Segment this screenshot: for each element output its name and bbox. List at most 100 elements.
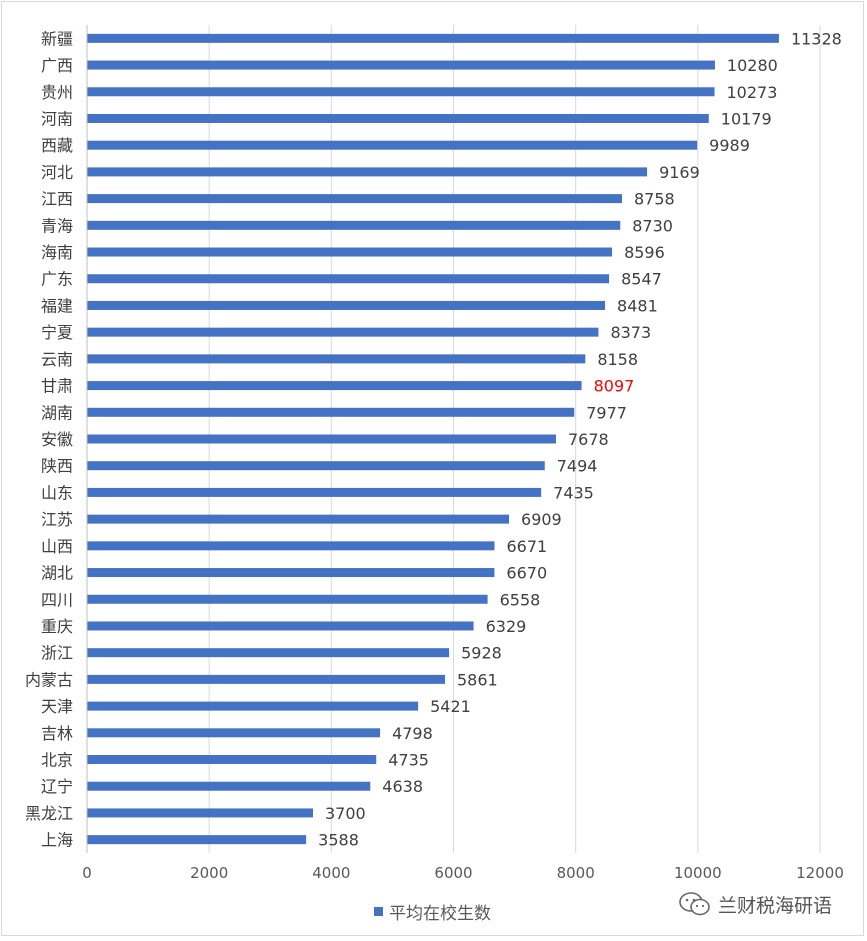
data-label: 3700 [325, 804, 366, 823]
legend-swatch [374, 906, 383, 916]
bar [87, 674, 446, 684]
data-label: 6671 [506, 537, 547, 556]
data-label: 6329 [486, 617, 527, 636]
y-category-label: 内蒙古 [25, 670, 73, 689]
y-category-label: 江苏 [41, 510, 73, 529]
bar [87, 354, 586, 364]
y-category-label: 安徽 [41, 430, 73, 449]
data-label: 4638 [382, 777, 423, 796]
x-tick-label: 8000 [557, 864, 595, 882]
y-category-label: 海南 [41, 243, 73, 262]
y-category-label: 浙江 [41, 644, 73, 663]
y-category-label: 山西 [41, 537, 73, 556]
y-category-label: 西藏 [41, 136, 73, 155]
y-category-label: 北京 [41, 751, 73, 770]
bar [87, 247, 613, 257]
bar [87, 87, 715, 97]
bar [87, 60, 715, 70]
data-label: 10179 [721, 109, 772, 128]
data-label: 8758 [634, 190, 675, 209]
bar [87, 594, 488, 604]
wechat-icon [679, 892, 710, 916]
bar [87, 327, 599, 337]
bar [87, 461, 545, 471]
bar [87, 300, 606, 310]
y-category-label: 辽宁 [41, 777, 73, 796]
bar [87, 487, 542, 497]
legend-label: 平均在校生数 [389, 903, 491, 924]
data-label: 8373 [610, 323, 651, 342]
data-label: 9169 [659, 163, 700, 182]
y-category-label: 青海 [41, 216, 73, 235]
data-label: 7678 [568, 430, 609, 449]
y-category-label: 宁夏 [41, 323, 73, 342]
data-label: 4735 [388, 751, 429, 770]
y-category-label: 山东 [41, 483, 73, 502]
data-label: 10280 [727, 56, 778, 75]
data-label: 8158 [597, 350, 638, 369]
y-category-label: 新疆 [41, 29, 73, 48]
data-label: 8097 [594, 377, 635, 396]
data-label: 8730 [632, 216, 673, 235]
bar [87, 808, 314, 818]
y-category-label: 天津 [41, 697, 73, 716]
data-label: 7494 [557, 457, 598, 476]
data-label: 8596 [624, 243, 665, 262]
bar [87, 541, 495, 551]
bar [87, 701, 419, 711]
data-label: 5928 [461, 644, 502, 663]
bar [87, 33, 779, 43]
y-category-label: 云南 [41, 350, 73, 369]
y-category-label: 河南 [41, 109, 73, 128]
data-label: 8547 [621, 270, 662, 289]
x-tick-label: 0 [82, 864, 92, 882]
data-label: 6909 [521, 510, 562, 529]
y-category-label: 河北 [41, 163, 73, 182]
y-category-label: 吉林 [41, 724, 73, 743]
y-category-label: 福建 [41, 296, 73, 315]
data-label: 10273 [727, 83, 778, 102]
data-label: 7977 [586, 403, 627, 422]
bar [87, 434, 556, 444]
y-category-label: 湖南 [41, 403, 73, 422]
data-label: 9989 [709, 136, 750, 155]
x-tick-label: 2000 [190, 864, 228, 882]
data-label: 7435 [553, 483, 594, 502]
watermark-text: 兰财税海研语 [718, 894, 833, 917]
data-label: 5861 [457, 670, 498, 689]
bar [87, 113, 709, 123]
y-category-label: 黑龙江 [25, 804, 73, 823]
data-label: 5421 [430, 697, 471, 716]
data-label: 11328 [791, 29, 842, 48]
bar [87, 220, 621, 230]
data-label: 6558 [500, 590, 541, 609]
y-category-label: 贵州 [41, 83, 73, 102]
bar [87, 140, 698, 150]
bar [87, 167, 648, 177]
bar [87, 274, 610, 284]
data-label: 6670 [506, 564, 547, 583]
bar [87, 514, 510, 524]
y-category-label: 甘肃 [41, 377, 73, 396]
x-tick-label: 4000 [312, 864, 350, 882]
x-tick-label: 12000 [796, 864, 844, 882]
y-category-label: 广西 [41, 56, 73, 75]
y-category-label: 湖北 [41, 564, 73, 583]
y-category-label: 陕西 [41, 457, 73, 476]
bar [87, 407, 575, 417]
bar [87, 781, 371, 791]
x-tick-label: 6000 [434, 864, 472, 882]
y-category-label: 江西 [41, 190, 73, 209]
watermark: 兰财税海研语 [678, 890, 832, 918]
bar [87, 835, 307, 845]
bar [87, 381, 582, 391]
data-label: 3588 [318, 831, 359, 850]
data-label: 4798 [392, 724, 433, 743]
y-category-label: 广东 [41, 270, 73, 289]
bar [87, 194, 622, 204]
bar [87, 621, 474, 631]
y-category-label: 四川 [41, 590, 73, 609]
bar [87, 728, 381, 738]
